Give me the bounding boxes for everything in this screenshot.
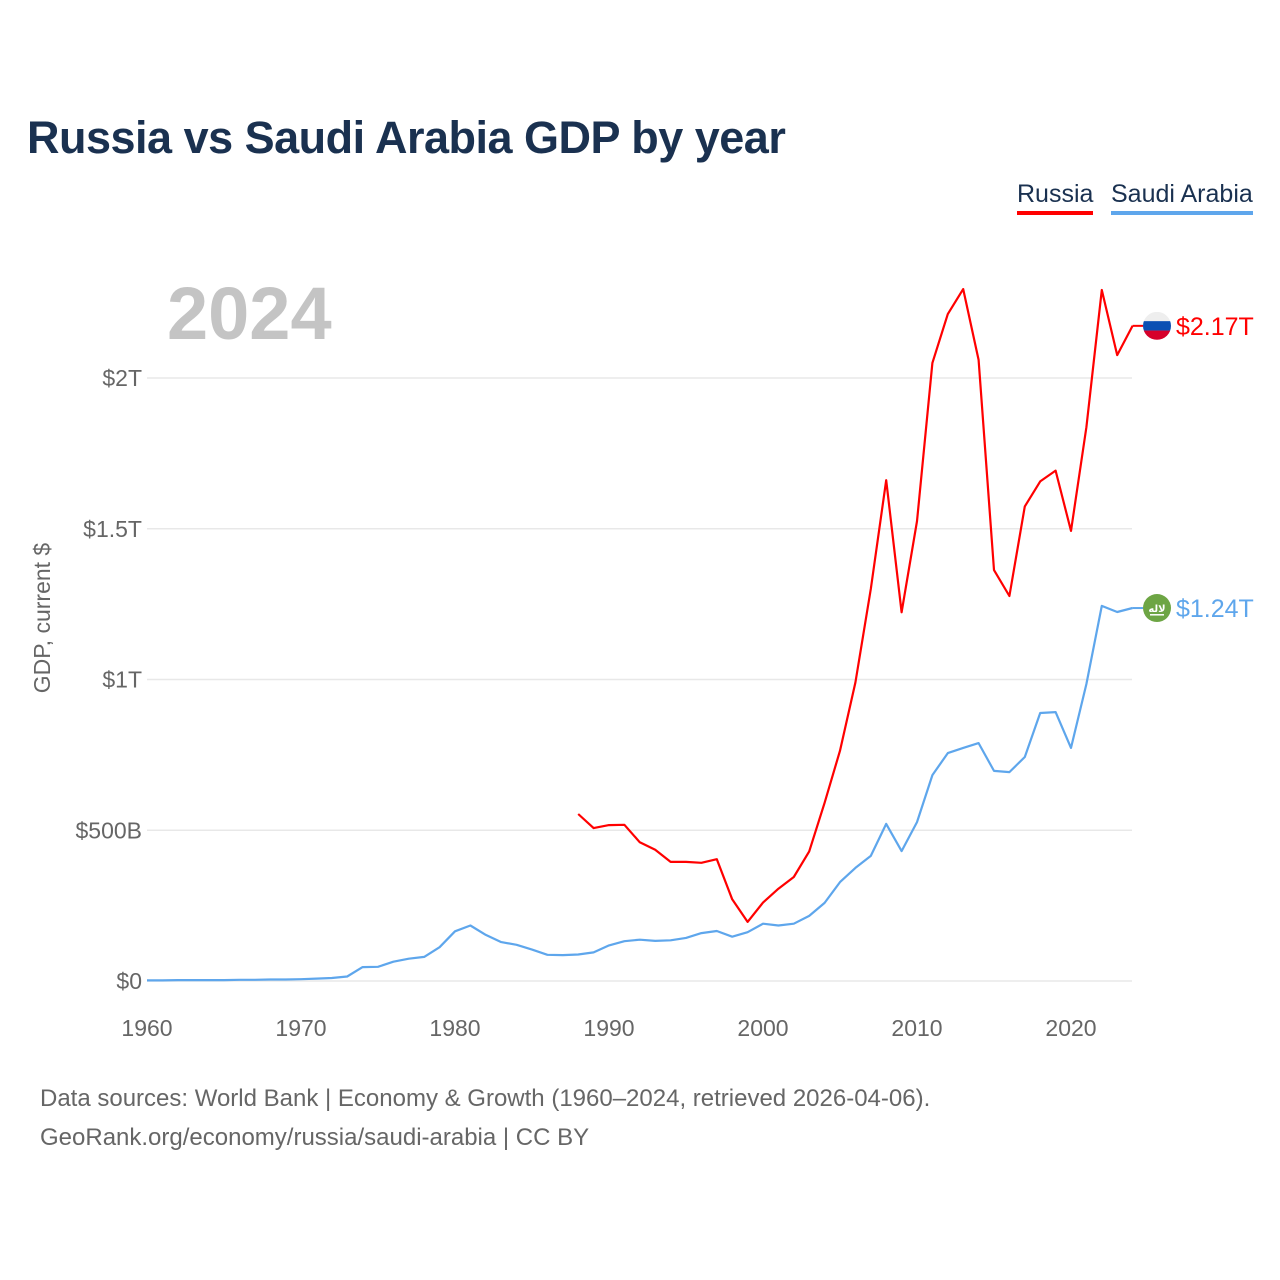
x-tick-label: 1960: [121, 1015, 172, 1041]
x-tick-label: 2000: [737, 1015, 788, 1041]
y-tick-label: $1T: [102, 667, 142, 693]
svg-text:ﻻﻟﻪ: ﻻﻟﻪ: [1148, 604, 1165, 615]
year-watermark: 2024: [167, 272, 332, 355]
y-tick-label: $500B: [75, 817, 142, 843]
y-tick-label: $2T: [102, 365, 142, 391]
source-text: Data sources: World Bank | Economy & Gro…: [40, 1085, 931, 1112]
russia-flag-icon: [1143, 311, 1171, 340]
series-line-saudi-arabia: [147, 604, 1133, 982]
saudi-arabia-flag-icon: ﻻﻟﻪ: [1143, 594, 1171, 623]
source-url[interactable]: GeoRank.org/economy/russia/saudi-arabia …: [40, 1124, 590, 1151]
x-tick-label: 1980: [429, 1015, 480, 1041]
legend-saudi-arabia[interactable]: Saudi Arabia: [1111, 180, 1253, 215]
end-value-label: $2.17T: [1176, 313, 1254, 341]
legend-russia[interactable]: Russia: [1017, 180, 1094, 215]
x-tick-label: 2010: [891, 1015, 942, 1041]
y-tick-label: $0: [116, 968, 142, 994]
end-value-label: $1.24T: [1176, 595, 1254, 623]
x-tick-label: 1990: [583, 1015, 634, 1041]
y-tick-label: $1.5T: [83, 516, 142, 542]
series-line-russia: [577, 288, 1134, 924]
x-tick-label: 2020: [1045, 1015, 1096, 1041]
y-axis-label: GDP, current $: [29, 543, 55, 694]
chart-title: Russia vs Saudi Arabia GDP by year: [27, 112, 786, 163]
x-tick-label: 1970: [275, 1015, 326, 1041]
